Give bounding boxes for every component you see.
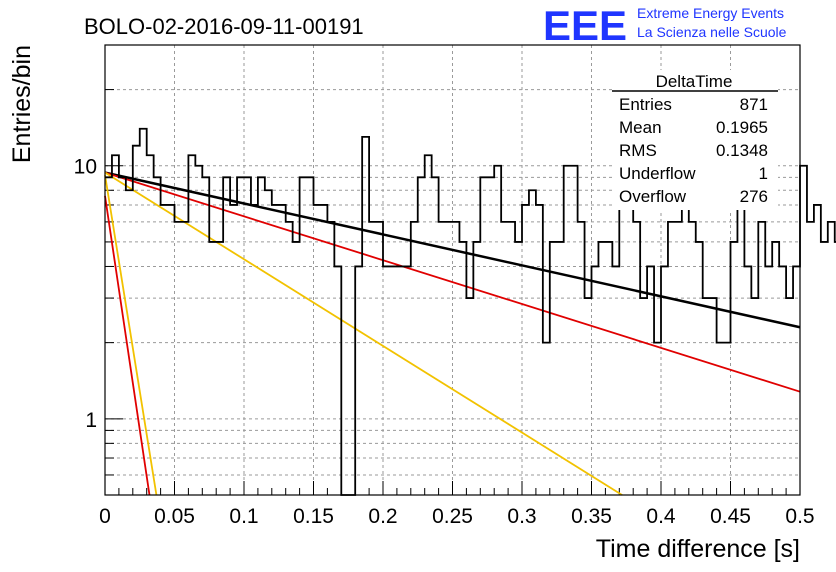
stats-box: DeltaTime Entries 871 Mean 0.1965 RMS 0.… xyxy=(612,70,778,210)
y-tick-label: 1 xyxy=(85,409,97,432)
stats-row: Overflow 276 xyxy=(619,187,768,206)
stats-label: Entries xyxy=(619,95,672,114)
x-tick-label: 0.15 xyxy=(293,505,334,528)
stats-value: 276 xyxy=(740,187,768,206)
x-tick-label: 0.35 xyxy=(571,505,612,528)
stats-value: 0.1348 xyxy=(716,141,768,160)
x-tick-label: 0.25 xyxy=(432,505,473,528)
y-axis-label: Entries/bin xyxy=(8,45,36,163)
x-tick-label: 0.3 xyxy=(507,505,536,528)
plot-frame xyxy=(104,44,801,496)
x-tick-label: 0.05 xyxy=(154,505,195,528)
histogram-line xyxy=(105,127,836,496)
fit-curve xyxy=(104,171,801,393)
plot-title: BOLO-02-2016-09-11-00191 xyxy=(84,14,364,39)
stats-label: Mean xyxy=(619,118,662,137)
stats-value: 0.1965 xyxy=(716,118,768,137)
stats-row: Entries 871 xyxy=(619,95,768,114)
fit-curve xyxy=(104,195,151,496)
stats-box-background xyxy=(612,70,778,210)
stats-label: RMS xyxy=(619,141,657,160)
stats-label: Overflow xyxy=(619,187,687,206)
fit-curve xyxy=(104,171,623,496)
logo-line2: La Scienza nelle Scuole xyxy=(637,24,787,40)
eee-logo: EEE Extreme Energy Events La Scienza nel… xyxy=(543,2,787,49)
x-tick-label: 0.5 xyxy=(785,505,814,528)
stats-label: Underflow xyxy=(619,164,696,183)
logo-line1: Extreme Energy Events xyxy=(637,5,784,21)
stats-title: DeltaTime xyxy=(656,72,733,91)
x-axis-label: Time difference [s] xyxy=(596,535,800,563)
x-tick-label: 0.2 xyxy=(368,505,397,528)
fit-curve xyxy=(104,174,158,496)
stats-row: Mean 0.1965 xyxy=(619,118,768,137)
y-tick-label: 10 xyxy=(74,156,97,179)
stats-value: 871 xyxy=(740,95,768,114)
stats-row: RMS 0.1348 xyxy=(619,141,768,160)
x-tick-label: 0.4 xyxy=(646,505,676,528)
y-tick-labels: 1 10 xyxy=(74,156,97,432)
logo-mark: EEE xyxy=(543,2,627,49)
x-tick-label: 0.45 xyxy=(710,505,751,528)
stats-value: 1 xyxy=(759,164,768,183)
x-tick-labels: 0 0.05 0.1 0.15 0.2 0.25 0.3 0.35 0.4 0.45 0.5 xyxy=(99,505,814,528)
fit-curve xyxy=(104,171,801,329)
x-tick-label: 0 xyxy=(99,505,111,528)
stats-row: Underflow 1 xyxy=(619,164,768,183)
x-tick-label: 0.1 xyxy=(229,505,258,528)
histogram-series xyxy=(105,127,836,496)
fit-curves xyxy=(104,171,801,496)
